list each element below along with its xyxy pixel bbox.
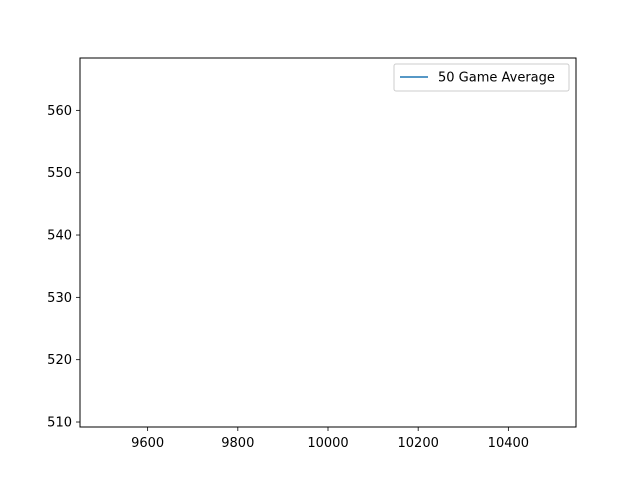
y-tick-label: 510 [47, 416, 72, 431]
x-tick-label: 9800 [221, 436, 254, 451]
x-axis-ticks: 9600 9800 10000 10200 10400 [131, 427, 529, 451]
y-tick-label: 560 [47, 104, 72, 119]
y-tick-label: 520 [47, 353, 72, 368]
legend: 50 Game Average [393, 63, 570, 92]
plot-frame [79, 57, 577, 428]
x-tick-label: 10000 [307, 436, 348, 451]
y-tick-label: 550 [47, 166, 72, 181]
x-tick-label: 10200 [398, 436, 439, 451]
y-axis-ticks: 510 520 530 540 550 560 [47, 104, 80, 431]
legend-box [393, 63, 570, 92]
y-tick-label: 540 [47, 229, 72, 244]
x-tick-label: 9600 [131, 436, 164, 451]
x-tick-label: 10400 [488, 436, 529, 451]
legend-label-50-game-average: 50 Game Average [438, 71, 555, 86]
y-tick-label: 530 [47, 291, 72, 306]
plot-area [80, 58, 576, 427]
